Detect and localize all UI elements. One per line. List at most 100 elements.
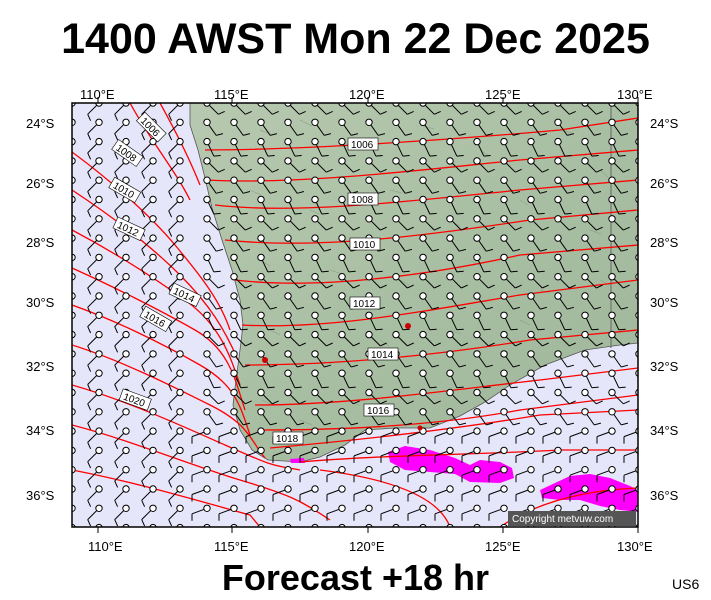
wind-barb-station <box>338 195 346 204</box>
wind-barb-station <box>392 292 400 300</box>
wind-barb-station <box>95 311 103 319</box>
isobar <box>129 103 191 201</box>
wind-barb-station <box>635 157 638 165</box>
wind-barb-station <box>635 408 638 416</box>
wind-barb-station <box>635 466 638 474</box>
wind-barb-station <box>257 427 265 435</box>
wind-barb-shaft <box>169 528 180 539</box>
lon-label-top: 130°E <box>617 87 653 102</box>
wind-barb-station <box>527 330 535 339</box>
wind-barb-station <box>473 466 481 474</box>
wind-barb-shaft <box>72 469 73 471</box>
wind-barb-station <box>95 446 103 455</box>
wind-barb-shaft <box>639 161 650 172</box>
wind-barb-station <box>203 215 211 223</box>
wind-barb-feather <box>513 191 521 194</box>
wind-barb-feather <box>213 386 221 389</box>
wind-barb-station <box>257 466 265 474</box>
wind-barb-feather <box>114 403 119 411</box>
wind-barb-station <box>608 118 616 127</box>
wind-barb-station <box>284 466 292 474</box>
wind-barb-feather <box>326 110 333 115</box>
lon-label-bottom: 125°E <box>485 539 521 554</box>
wind-barb-station <box>554 427 562 435</box>
wind-barb-feather <box>168 442 173 450</box>
wind-barb-feather <box>513 133 521 136</box>
wind-barb-feather <box>61 249 64 255</box>
wind-barb-station <box>500 157 508 165</box>
wind-barb-station <box>527 234 535 242</box>
lat-label-left: 26°S <box>26 176 55 191</box>
wind-barb-feather <box>267 328 275 331</box>
wind-barb-feather <box>168 249 173 257</box>
wind-barb-feather <box>510 270 518 273</box>
wind-barb-feather <box>141 326 146 334</box>
wind-barb-station <box>635 485 638 493</box>
station-dot <box>262 357 268 363</box>
wind-barb-feather <box>488 284 495 289</box>
wind-barb-feather <box>569 342 576 347</box>
wind-barb-station <box>338 273 346 281</box>
isobar-label: 1016 <box>363 403 395 417</box>
wind-barb-feather <box>564 328 572 331</box>
wind-barb-feather <box>353 284 360 289</box>
wind-barb-station <box>419 350 427 358</box>
wind-barb-station <box>554 446 562 455</box>
wind-barb-feather <box>87 500 92 507</box>
wind-barb-station <box>608 234 616 242</box>
wind-barb-station <box>608 446 616 455</box>
wind-barb-station <box>446 504 454 512</box>
wind-barb-station <box>527 118 535 127</box>
wind-barb-feather <box>429 212 437 215</box>
wind-barb-feather <box>141 152 146 160</box>
copyright-box <box>508 511 636 526</box>
wind-barb-station <box>527 157 535 165</box>
wind-barb-shaft <box>72 141 73 143</box>
wind-barb-station <box>122 273 130 281</box>
wind-barb-station <box>176 427 184 435</box>
wind-barb-station <box>338 388 346 397</box>
wind-barb-feather <box>114 326 119 334</box>
wind-barb-feather <box>61 423 64 429</box>
wind-barb-station <box>338 330 346 339</box>
wind-barb-station <box>446 118 454 127</box>
lat-label-right: 34°S <box>650 423 679 438</box>
wind-barb-station <box>176 330 184 339</box>
wind-barb-shaft <box>639 335 650 346</box>
wind-barb-feather <box>114 191 119 199</box>
wind-barb-feather <box>141 133 146 141</box>
wind-barb-station <box>419 137 427 146</box>
wind-barb-station <box>527 195 535 204</box>
wind-barb-station <box>365 253 373 262</box>
wind-barb-station <box>473 388 481 397</box>
wind-barb-feather <box>61 462 64 468</box>
wind-barb-station <box>176 369 184 377</box>
wind-barb-station <box>581 253 589 262</box>
isobar <box>72 151 231 331</box>
wind-barb-feather <box>243 422 251 426</box>
wind-barb-station <box>473 350 481 358</box>
wind-barb-station <box>473 330 481 339</box>
wind-barb-station <box>203 292 211 300</box>
wind-barb-station <box>203 253 211 262</box>
wind-barb-feather <box>537 212 545 215</box>
wind-barb-feather <box>218 226 225 231</box>
copyright-text: Copyright metvuw.com <box>512 514 613 525</box>
wind-barb-feather <box>375 328 383 331</box>
wind-barb-feather <box>114 519 119 527</box>
wind-barb-station <box>500 176 508 184</box>
wind-barb-station <box>149 388 157 397</box>
wind-barb-feather <box>216 248 224 252</box>
wind-barb-station <box>635 118 638 126</box>
wind-barb-feather <box>168 133 173 141</box>
wind-barb-shaft <box>408 528 423 534</box>
wind-barb-station <box>446 157 454 165</box>
wind-barb-station <box>311 234 319 242</box>
wind-barb-feather <box>483 328 491 331</box>
wind-barb-station <box>446 215 454 223</box>
lon-label-top: 125°E <box>485 87 521 102</box>
wind-barb-shaft <box>639 219 650 230</box>
wind-barb-station <box>527 253 535 262</box>
wind-barb-feather <box>87 422 92 430</box>
wind-barb-station <box>500 195 508 204</box>
